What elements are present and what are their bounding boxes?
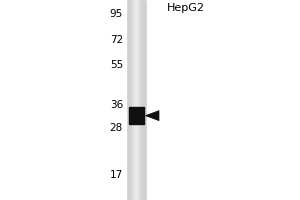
Text: HepG2: HepG2 [167, 3, 205, 13]
Text: 36: 36 [110, 100, 123, 110]
Text: 17: 17 [110, 170, 123, 180]
Polygon shape [146, 111, 159, 121]
Text: 95: 95 [110, 9, 123, 19]
Text: 28: 28 [110, 123, 123, 133]
Text: 72: 72 [110, 35, 123, 45]
Text: 55: 55 [110, 60, 123, 70]
Bar [128, 0, 145, 200]
